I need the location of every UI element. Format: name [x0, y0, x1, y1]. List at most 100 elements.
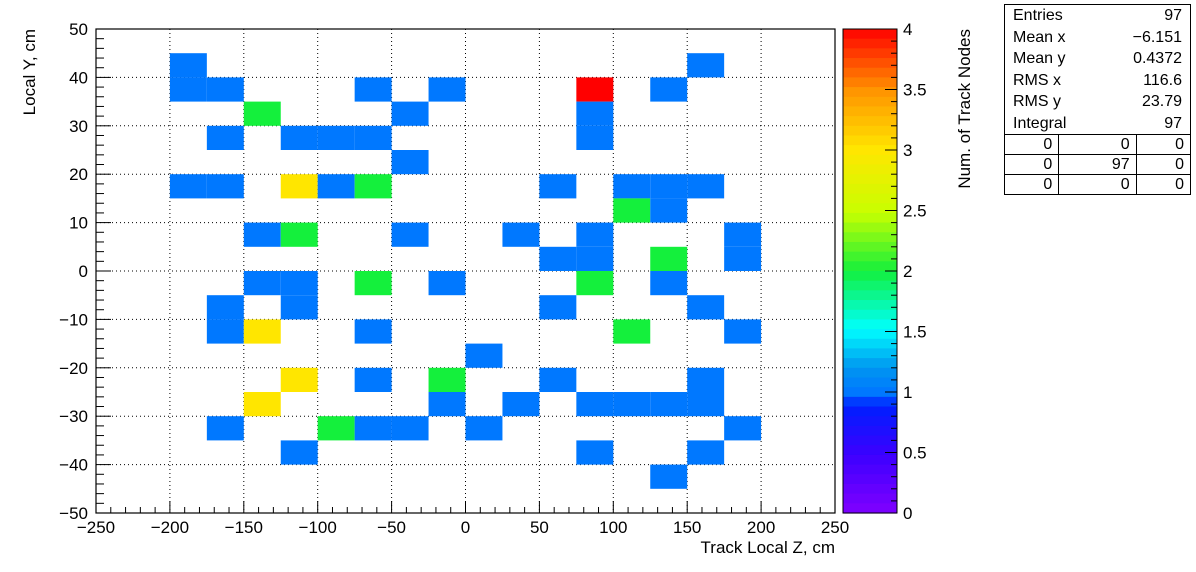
heatmap-cell — [687, 440, 725, 465]
palette-band — [843, 135, 897, 146]
heatmap-cell — [206, 125, 244, 150]
heatmap-cell — [428, 271, 466, 296]
heatmap-cell — [428, 392, 466, 417]
palette-band — [843, 38, 897, 49]
heatmap-cell — [576, 222, 614, 247]
axes: −250 −200 −150 −100 −50 0 50 100 150 200 250−50−40… — [59, 20, 849, 537]
heatmap-cell — [354, 125, 392, 150]
heatmap-cell — [354, 77, 392, 102]
heatmap-cell — [576, 246, 614, 271]
x-tick-label: −200 — [151, 518, 189, 537]
color-palette: 0 0.5 1 1.5 2 2.5 3 3.5 4 — [842, 20, 927, 523]
palette-band — [843, 367, 897, 379]
heatmap-cell — [613, 198, 651, 223]
stats-label: Mean y — [1013, 50, 1066, 67]
y-tick-label: −50 — [59, 504, 88, 523]
z-tick-label: 4 — [903, 20, 912, 39]
heatmap-cell — [428, 367, 466, 392]
heatmap-cell — [539, 174, 577, 199]
palette-band — [843, 203, 897, 214]
stats-value: 23.79 — [1141, 93, 1182, 110]
heatmap-cell — [243, 271, 281, 296]
x-tick-label: 250 — [821, 518, 849, 537]
y-axis-title: Local Y, cm — [20, 29, 39, 115]
stats-grid-cell: 0 — [1058, 134, 1137, 155]
heatmap-cell — [613, 319, 651, 344]
heatmap-cell — [354, 271, 392, 296]
stats-row: Mean x −6.151 — [1005, 27, 1190, 49]
palette-frame — [842, 28, 898, 514]
heatmap-cell — [280, 222, 318, 247]
z-tick-label: 0.5 — [903, 444, 927, 463]
palette-band — [843, 87, 897, 98]
stats-value: 97 — [1164, 114, 1182, 132]
x-tick-label: −100 — [299, 518, 337, 537]
heatmap-cell — [317, 174, 355, 199]
y-tick-label: 20 — [69, 165, 88, 184]
heatmap-cell — [391, 150, 429, 175]
palette-band — [843, 319, 897, 330]
palette-band — [843, 445, 897, 456]
stats-overflow-grid: 0 0 0 0 97 0 0 0 0 — [1005, 134, 1190, 194]
stats-row: Integral 97 — [1005, 113, 1190, 135]
stats-label: Integral — [1013, 114, 1067, 132]
z-tick-label: 2.5 — [903, 202, 927, 221]
heatmap-cell — [650, 246, 688, 271]
palette-band — [843, 329, 897, 340]
heatmap-cell — [243, 101, 281, 126]
stats-grid-cell: 0 — [1005, 134, 1059, 155]
stats-grid-cell: 0 — [1135, 174, 1190, 194]
stats-label: RMS y — [1013, 93, 1061, 110]
heatmap-cell — [280, 174, 318, 199]
palette-band — [843, 125, 897, 137]
heatmap-cell — [724, 246, 762, 271]
heatmap-cell — [576, 392, 614, 417]
stats-row: RMS y 23.79 — [1005, 91, 1190, 113]
heatmap-cell — [354, 319, 392, 344]
x-tick-label: 50 — [530, 518, 549, 537]
stats-grid-cell: 0 — [1058, 174, 1137, 194]
palette-band — [843, 435, 897, 446]
heatmap-cell — [650, 464, 688, 489]
stats-value: 97 — [1164, 7, 1182, 24]
palette-band — [843, 58, 897, 69]
heatmap-cell — [724, 222, 762, 247]
z-tick-label: 1.5 — [903, 323, 927, 342]
palette-band — [843, 309, 897, 320]
palette-band — [843, 348, 897, 359]
y-tick-label: −30 — [59, 407, 88, 426]
heatmap-cell — [243, 392, 281, 417]
palette-band — [843, 271, 897, 282]
palette-band — [843, 48, 897, 59]
palette-band — [843, 77, 897, 88]
heatmap-cell — [502, 392, 540, 417]
heatmap-cell — [280, 367, 318, 392]
stats-label: Mean x — [1013, 28, 1066, 46]
stats-grid-cell: 0 — [1005, 174, 1059, 194]
heatmap-cell — [354, 174, 392, 199]
x-tick-label: −50 — [377, 518, 406, 537]
palette-band — [843, 116, 897, 127]
heatmap-cell — [280, 440, 318, 465]
stats-grid-cell: 0 — [1135, 154, 1190, 175]
heatmap-cell — [650, 271, 688, 296]
stats-grid-cell: 97 — [1058, 154, 1137, 175]
palette-band — [843, 261, 897, 272]
y-tick-label: −10 — [59, 310, 88, 329]
x-tick-label: −250 — [77, 518, 115, 537]
heatmap-cell — [576, 440, 614, 465]
heatmap-cell — [613, 392, 651, 417]
heatmap-cell — [539, 246, 577, 271]
palette-band — [843, 154, 897, 166]
palette-band — [843, 164, 897, 175]
heatmap-cells — [169, 53, 762, 489]
heatmap-cell — [724, 319, 762, 344]
y-tick-label: 10 — [69, 214, 88, 233]
heatmap-cell — [724, 416, 762, 441]
palette-band — [843, 241, 897, 253]
heatmap-cell — [650, 392, 688, 417]
x-tick-label: 200 — [747, 518, 775, 537]
palette-band — [843, 416, 897, 427]
